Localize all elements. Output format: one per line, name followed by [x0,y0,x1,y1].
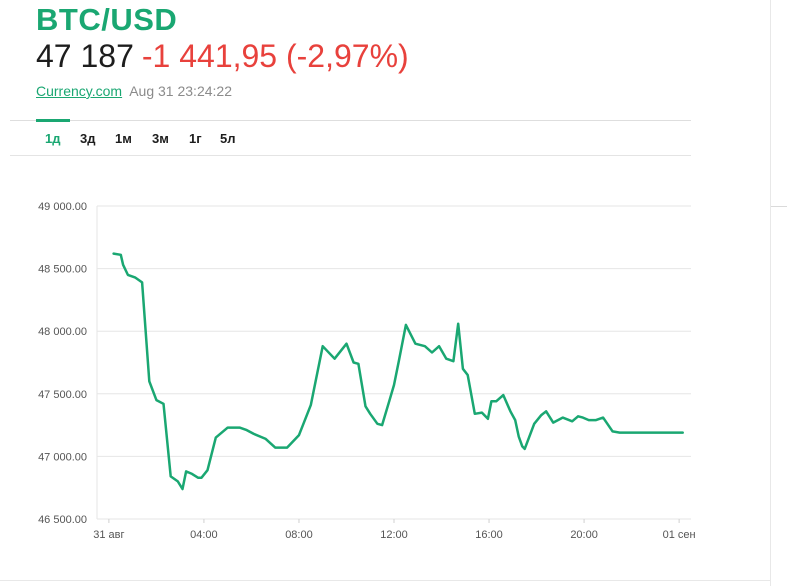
x-tick-label: 31 авг [93,529,124,541]
symbol-title: BTC/USD [36,2,178,37]
x-tick-label: 01 сен [663,529,696,541]
tabs-top-divider [10,120,691,121]
y-tick-label: 46 500.00 [38,514,87,526]
y-tick-label: 49 000.00 [38,201,87,213]
price-series-line [112,252,684,491]
x-tick-label: 08:00 [285,529,313,541]
timestamp: Aug 31 23:24:22 [129,83,232,99]
x-tick-label: 20:00 [570,529,598,541]
x-tick-label: 16:00 [475,529,503,541]
tab-1y[interactable]: 1г [189,131,202,146]
tabs-bottom-divider [10,155,691,156]
source-row: Currency.com Aug 31 23:24:22 [36,83,232,99]
tab-1m[interactable]: 1м [115,131,132,146]
panel-right-stub [771,206,787,207]
tab-5y[interactable]: 5л [220,131,236,146]
y-tick-label: 48 500.00 [38,264,87,276]
y-tick-label: 47 500.00 [38,389,87,401]
tab-3m[interactable]: 3м [152,131,169,146]
tab-1d[interactable]: 1д [45,131,61,146]
source-link[interactable]: Currency.com [36,83,123,99]
panel-bottom-border [0,580,771,581]
price-change: -1 441,95 (-2,97%) [141,38,409,74]
y-tick-label: 47 000.00 [38,451,87,463]
price-row: 47 187 -1 441,95 (-2,97%) [36,38,409,75]
y-tick-label: 48 000.00 [38,326,87,338]
current-price: 47 187 [36,38,134,74]
tab-3d[interactable]: 3д [80,131,96,146]
x-tick-label: 04:00 [190,529,218,541]
panel-right-border [770,0,771,586]
x-tick-label: 12:00 [380,529,408,541]
active-tab-indicator [36,119,70,122]
